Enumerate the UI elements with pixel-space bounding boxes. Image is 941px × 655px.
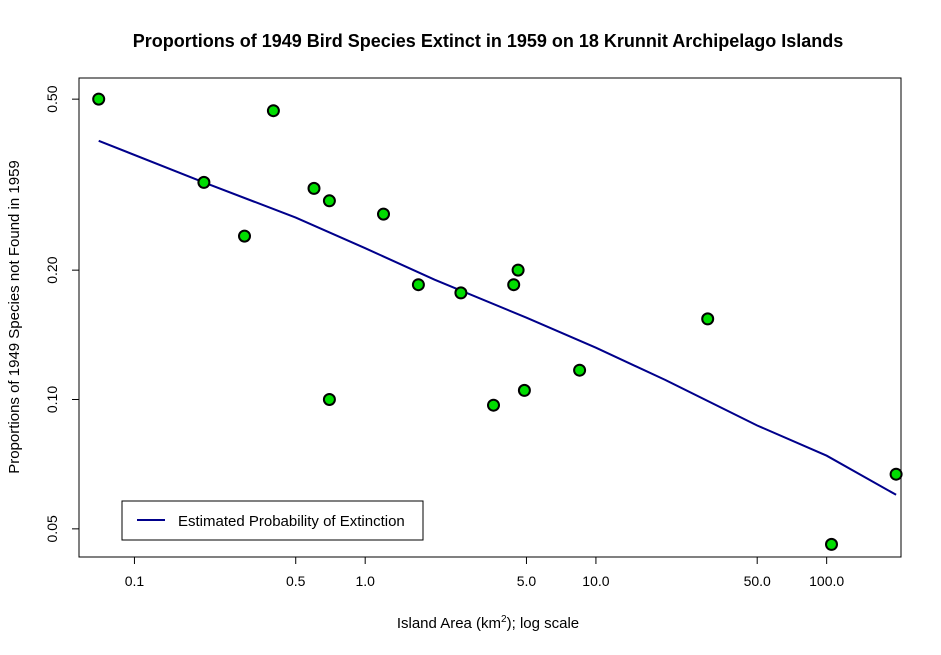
data-point: [307, 181, 321, 195]
y-axis-label: Proportions of 1949 Species not Found in…: [6, 160, 23, 474]
data-point: [322, 194, 336, 208]
x-tick-label: 0.5: [286, 573, 306, 589]
plot-frame: [78, 77, 902, 558]
x-tick-label: 1.0: [355, 573, 375, 589]
x-axis-label-superscript: 2: [501, 614, 507, 625]
data-point: [197, 175, 211, 189]
x-tick-label: 50.0: [744, 573, 771, 589]
y-tick-label: 0.10: [44, 386, 60, 413]
x-tick-label: 0.1: [125, 573, 145, 589]
x-tick-label: 10.0: [582, 573, 609, 589]
x-axis-label: Island Area (km2); log scale: [397, 614, 579, 632]
data-points: [92, 92, 903, 551]
y-axis: 0.05 0.10 0.20 0.50: [44, 85, 80, 542]
data-point: [454, 286, 468, 300]
data-point: [507, 278, 521, 292]
legend-label: Estimated Probability of Extinction: [178, 513, 405, 530]
data-point: [511, 263, 525, 277]
x-tick-label: 100.0: [809, 573, 844, 589]
data-point: [889, 467, 903, 481]
chart-title: Proportions of 1949 Bird Species Extinct…: [133, 31, 844, 51]
legend: Estimated Probability of Extinction: [121, 500, 424, 541]
fit-line-group: [98, 139, 897, 496]
y-tick-label: 0.20: [44, 256, 60, 283]
data-point: [573, 363, 587, 377]
data-point: [411, 278, 425, 292]
y-tick-label: 0.05: [44, 515, 60, 542]
x-axis: 0.1 0.5 1.0 5.0 10.0 50.0 100.0: [125, 556, 844, 589]
data-point: [322, 393, 336, 406]
legend-box: [121, 500, 424, 541]
data-point: [266, 104, 280, 118]
data-point: [701, 312, 715, 326]
x-tick-label: 5.0: [517, 573, 537, 589]
data-point: [517, 383, 531, 397]
data-point: [238, 229, 251, 243]
y-tick-label: 0.50: [44, 85, 60, 112]
data-point: [377, 207, 390, 221]
data-point: [92, 92, 106, 106]
data-point: [487, 398, 500, 412]
data-point: [825, 537, 838, 551]
fit-line: [98, 139, 897, 496]
